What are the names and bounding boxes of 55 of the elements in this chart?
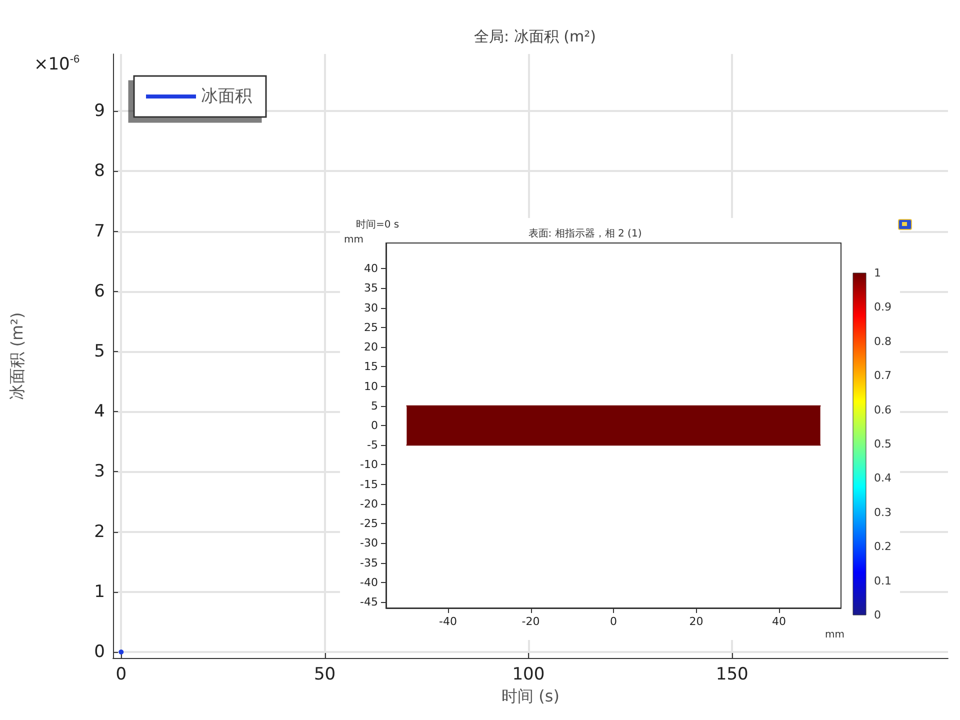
color-bar-label: 0.7 [874,369,892,382]
x-axis-title: mm [825,630,844,640]
x-axis-title: 时间 (s) [502,686,560,706]
color-bar-label: 0.5 [874,438,892,450]
legend-label: 冰面积 [201,86,252,106]
y-tick-label: -25 [360,517,378,530]
x-tick-label: -40 [439,615,458,628]
y-tick-label: -40 [360,576,378,589]
y-tick-label: 25 [364,320,378,334]
x-tick-label: 100 [512,664,545,684]
y-tick-label: 35 [364,282,378,295]
y-tick-label: 1 [94,582,105,602]
color-bar-label: 0.2 [874,540,892,554]
y-tick-label: -15 [360,478,378,491]
color-bar-label: 0.1 [874,574,892,588]
x-tick-label: 150 [716,664,748,684]
y-tick-label: 5 [371,399,378,412]
y-tick-label: 40 [364,262,378,276]
x-tick-label: -20 [522,615,540,628]
y-tick-label: -10 [360,458,378,472]
chart-title: 表面: 相指示器，相 2 (1) [528,228,642,240]
y-tick-label: 4 [94,402,105,422]
y-tick-label: -5 [367,438,378,452]
y-tick-label: -20 [360,497,378,510]
y-tick-label: -30 [360,536,378,550]
chart-title: 全局: 冰面积 (m²) [474,28,596,46]
y-tick-label: 7 [94,221,105,242]
y-tick-label: 0 [371,419,378,432]
color-bar-label: 0.4 [874,472,892,485]
y-tick-label: 10 [364,380,378,393]
y-axis-title: mm [344,234,364,246]
y-tick-label: 6 [94,281,105,302]
color-bar-label: 1 [874,266,881,280]
x-tick-label: 50 [314,664,336,684]
y-tick-label: 5 [94,341,105,362]
y-tick-label: 9 [94,101,105,122]
x-tick-label: 20 [689,615,704,628]
y-tick-label: -45 [360,596,378,609]
y-tick-label: 15 [364,360,378,374]
y-tick-label: 3 [94,462,105,482]
y-tick-label: -35 [360,556,378,570]
y-tick-label: 0 [94,642,105,662]
y-tick-label: 8 [94,161,105,182]
color-bar-label: 0.3 [874,506,892,519]
y-axis-title: 冰面积 (m²) [8,312,26,400]
color-bar-label: 0.8 [874,334,892,348]
y-tick-label: 30 [364,301,378,314]
y-tick-label: 20 [364,340,378,354]
y-tick-label: 2 [94,522,105,542]
x-tick-label: 40 [772,615,786,628]
color-bar-label: 0.6 [874,403,892,416]
annotation: 时间=0 s [356,218,400,230]
x-tick-label: 0 [116,664,127,684]
color-bar-label: 0.9 [874,300,892,314]
x-tick-label: 0 [610,615,617,628]
